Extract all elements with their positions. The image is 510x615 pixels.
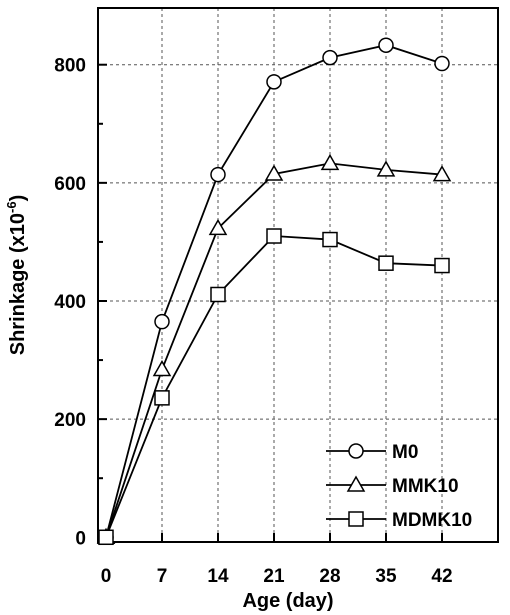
data-point-mdmk10 [378,255,394,271]
y-axis-title-main: Shrinkage (x10 [7,213,29,355]
data-point-mmk10 [264,164,284,181]
data-point-m0 [266,74,282,90]
x-tick-label: 42 [431,566,452,587]
data-point-mdmk10 [266,228,282,244]
data-point-mdmk10 [434,257,450,274]
data-point-mdmk10 [98,529,114,546]
y-axis-title: Shrinkage (x10-6) [4,195,29,356]
data-point-mmk10 [432,165,452,182]
data-point-m0 [322,49,338,66]
grid [98,8,498,542]
data-point-m0 [378,37,394,53]
data-point-mmk10 [208,218,228,236]
legend-item-m0: M0 [326,442,418,463]
y-axis-title-exponent: -6 [4,201,19,213]
x-axis-title: Age (day) [242,590,333,612]
legend-item-mmk10: MMK10 [326,475,459,497]
legend: M0 MMK10 MDMK10 [326,442,472,531]
data-point-mdmk10 [322,231,338,248]
series-mmk10 [96,153,452,545]
legend-label-m0: M0 [392,442,418,463]
y-tick-label: 400 [54,292,86,313]
data-point-mdmk10 [210,286,226,303]
x-tick-label: 0 [101,566,112,587]
series-layer [96,37,452,546]
x-tick-label: 14 [207,566,229,587]
series-mdmk10 [98,228,450,546]
data-point-mmk10 [152,360,172,377]
data-point-m0 [434,55,450,72]
y-tick-label: 0 [75,528,86,549]
x-tick-label: 21 [263,566,285,587]
plot-frame [97,7,499,543]
x-tick-label: 35 [375,566,397,587]
data-point-m0 [210,166,226,183]
data-point-mmk10 [376,160,396,177]
x-tick-label: 7 [157,566,168,587]
legend-marker-mdmk10 [348,511,364,527]
data-point-mdmk10 [154,390,170,406]
x-tick-label: 28 [319,566,340,587]
data-point-mmk10 [320,153,340,171]
legend-marker-m0 [348,443,364,459]
y-tick-label: 800 [54,56,86,77]
legend-label-mdmk10: MDMK10 [392,510,472,531]
legend-marker-mmk10 [346,475,366,492]
legend-item-mdmk10: MDMK10 [326,510,472,531]
data-point-m0 [154,313,170,330]
y-axis-title-suffix: ) [7,195,29,202]
legend-label-mmk10: MMK10 [392,476,459,497]
y-tick-label: 600 [54,174,86,195]
y-tick-label: 200 [54,410,86,431]
